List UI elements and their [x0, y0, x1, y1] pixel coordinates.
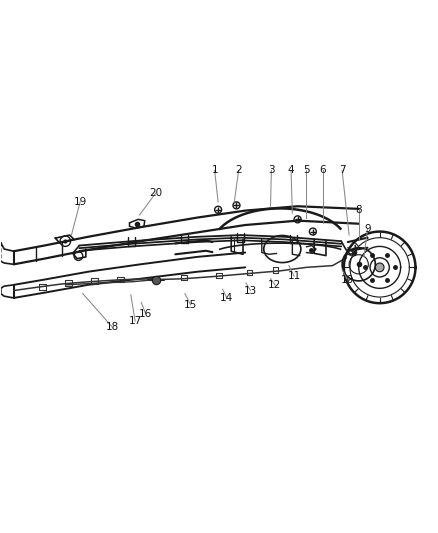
Text: 12: 12 [268, 280, 282, 290]
Text: 7: 7 [339, 165, 346, 175]
Text: 4: 4 [288, 165, 294, 175]
Circle shape [375, 263, 384, 272]
Text: 6: 6 [320, 165, 326, 175]
Text: 20: 20 [149, 188, 162, 198]
Text: 19: 19 [74, 197, 87, 207]
Text: 18: 18 [106, 322, 119, 332]
Text: 16: 16 [139, 309, 152, 319]
Text: 1: 1 [211, 165, 218, 175]
Text: 13: 13 [244, 286, 257, 295]
Text: 14: 14 [220, 293, 233, 303]
Text: 15: 15 [184, 300, 197, 310]
Text: 10: 10 [341, 276, 354, 286]
Text: 5: 5 [303, 165, 310, 175]
Text: 3: 3 [268, 165, 275, 175]
Text: 8: 8 [355, 205, 362, 215]
Text: 2: 2 [235, 165, 242, 175]
Text: 11: 11 [287, 271, 301, 281]
Text: 17: 17 [128, 316, 142, 326]
Text: 9: 9 [364, 224, 371, 235]
